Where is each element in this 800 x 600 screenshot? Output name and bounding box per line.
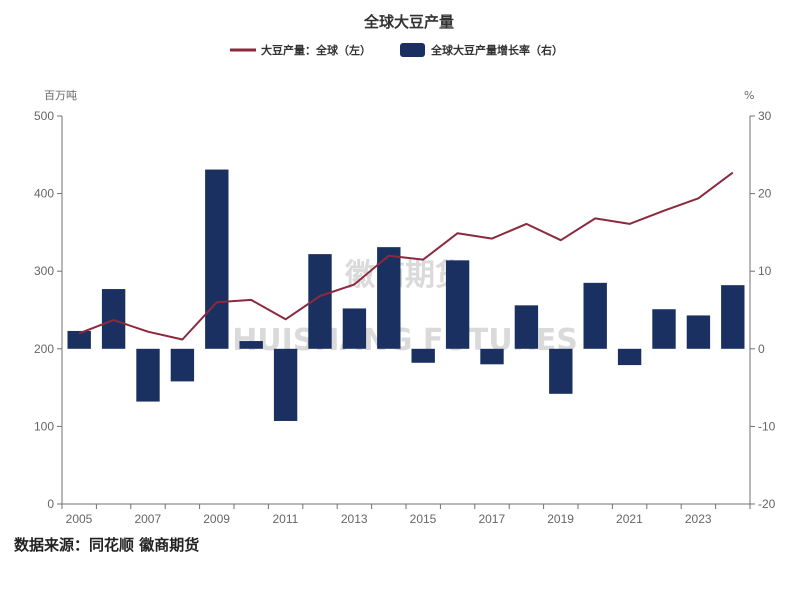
left-tick-label: 0 [47,497,54,511]
left-tick-label: 400 [34,187,54,201]
growth-bar-2013 [342,308,367,349]
growth-bar-2009 [205,169,229,349]
x-tick-label: 2015 [410,512,437,526]
x-tick-label: 2009 [203,512,230,526]
source-note: 数据来源：同花顺 徽商期货 [14,536,200,554]
right-axis-unit: % [744,89,754,102]
growth-bar-2012 [308,254,332,349]
x-tick-label: 2019 [547,512,574,526]
growth-bars [67,169,745,421]
growth-bar-2024 [721,285,745,349]
right-tick-label: -20 [758,497,776,511]
x-tick-label: 2017 [478,512,505,526]
growth-bar-2023 [686,315,711,349]
growth-bar-2010 [239,341,263,349]
production-line [78,171,734,341]
axes: 0 100 200 300 400 500 -20 -10 0 10 20 30 2005 2007 200… [34,109,776,526]
right-tick-label: 30 [758,109,772,123]
x-tick-label: 2005 [66,512,93,526]
right-tick-label: 20 [758,187,772,201]
left-tick-label: 300 [34,264,54,278]
x-tick-label: 2011 [272,512,298,526]
right-tick-label: 0 [758,342,765,356]
production-line-layer [78,171,734,341]
x-tick-label: 2013 [341,512,368,526]
growth-bar-2020 [583,282,607,349]
growth-bar-2022 [652,309,676,349]
left-tick-label: 100 [34,419,54,433]
legend-label-production: 大豆产量：全球（左） [261,43,371,57]
growth-bar-2008 [170,348,195,382]
x-tick-label: 2007 [134,512,161,526]
legend-bar-swatch [400,43,425,57]
growth-bar-2019 [549,348,573,394]
growth-bar-2006 [101,289,126,349]
growth-bar-2007 [136,348,160,402]
chart-title: 全球大豆产量 [363,13,454,31]
legend-label-growth: 全球大豆产量增长率（右） [430,43,563,57]
right-tick-label: 10 [758,264,772,278]
left-axis-unit: 百万吨 [44,89,77,102]
growth-bar-2011 [273,348,298,421]
growth-bar-2017 [480,348,504,365]
growth-bar-2018 [514,305,539,349]
growth-bar-2021 [617,348,642,366]
left-tick-label: 500 [34,109,54,123]
right-tick-label: -10 [758,419,776,433]
growth-bar-2016 [445,260,470,349]
legend: 大豆产量：全球（左） 全球大豆产量增长率（右） [230,43,563,57]
x-tick-label: 2021 [616,512,643,526]
x-tick-label: 2023 [685,512,712,526]
growth-bar-2015 [411,348,435,363]
left-tick-label: 200 [34,342,54,356]
growth-bar-2014 [377,247,401,349]
growth-bar-2005 [67,330,91,349]
